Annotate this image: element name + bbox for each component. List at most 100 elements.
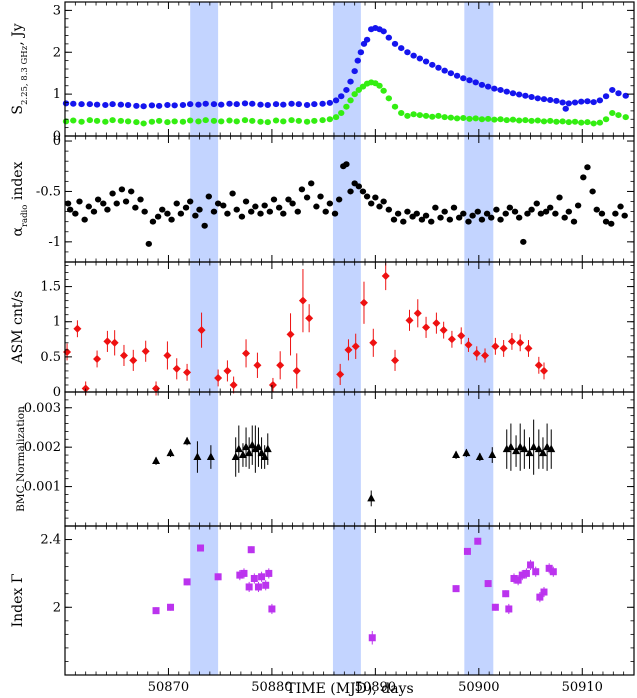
data-point xyxy=(152,456,161,464)
shaded-band-3 xyxy=(464,2,494,675)
data-point xyxy=(549,568,557,576)
data-point xyxy=(262,581,270,589)
data-point xyxy=(363,193,371,200)
data-point xyxy=(347,188,354,195)
data-point xyxy=(484,580,492,588)
data-point xyxy=(360,40,368,47)
data-point xyxy=(455,214,463,221)
data-point xyxy=(462,448,471,457)
data-point xyxy=(66,206,74,213)
data-point xyxy=(133,119,140,126)
data-point xyxy=(73,324,82,333)
data-point xyxy=(615,112,622,119)
data-point xyxy=(288,117,295,124)
series-bmc xyxy=(152,419,556,507)
data-point xyxy=(472,79,479,86)
data-point xyxy=(343,161,350,168)
x-tick-label: 50880 xyxy=(251,680,292,695)
data-point xyxy=(390,216,398,223)
data-point xyxy=(469,212,476,219)
data-point xyxy=(102,118,109,125)
data-point xyxy=(491,85,498,92)
data-point xyxy=(257,118,264,125)
data-point xyxy=(336,370,345,379)
data-point xyxy=(622,114,629,121)
data-point xyxy=(547,117,554,124)
data-point xyxy=(602,93,610,100)
data-point xyxy=(70,100,77,107)
data-point xyxy=(367,493,376,502)
data-point xyxy=(608,220,615,227)
series-2-25-ghz xyxy=(62,24,629,112)
data-point xyxy=(257,101,264,108)
data-point xyxy=(474,208,481,215)
data-point xyxy=(484,115,492,122)
data-point xyxy=(538,448,547,457)
data-point xyxy=(556,194,563,201)
data-point xyxy=(303,102,311,109)
data-point xyxy=(238,450,247,459)
data-point xyxy=(163,351,172,360)
data-point xyxy=(617,203,624,210)
data-point xyxy=(532,568,540,576)
data-point xyxy=(578,119,585,126)
data-point xyxy=(547,204,554,211)
data-point xyxy=(263,444,272,453)
data-point xyxy=(102,102,109,109)
data-point xyxy=(435,112,442,119)
y-tick-label: 1.5 xyxy=(40,280,61,295)
data-point xyxy=(168,216,175,223)
data-point xyxy=(224,210,231,217)
data-point xyxy=(499,344,508,353)
data-point xyxy=(502,444,511,453)
data-point xyxy=(351,91,358,98)
data-point xyxy=(264,102,271,109)
data-point xyxy=(344,345,353,354)
data-point xyxy=(453,115,461,122)
data-point xyxy=(404,49,411,56)
data-point xyxy=(272,101,280,108)
data-point xyxy=(542,208,550,215)
y-tick-label: 1 xyxy=(53,87,61,102)
y-axis-label: S2.25, 8.3 GHz, Jy xyxy=(10,23,30,114)
data-point xyxy=(254,583,262,591)
data-point xyxy=(540,588,548,596)
data-point xyxy=(140,120,147,127)
data-point xyxy=(435,64,442,71)
y-tick-label: 0.5 xyxy=(40,350,61,365)
data-point xyxy=(86,101,94,108)
data-point xyxy=(154,213,162,220)
data-point xyxy=(294,208,301,215)
data-point xyxy=(251,444,260,453)
data-point xyxy=(441,114,448,121)
y-label-tail: index xyxy=(10,161,26,204)
shaded-band-1 xyxy=(190,2,219,675)
data-point xyxy=(446,216,454,223)
data-point xyxy=(241,100,249,107)
data-point xyxy=(81,216,88,223)
data-point xyxy=(233,206,240,213)
data-point xyxy=(202,100,209,107)
data-point xyxy=(133,102,140,109)
data-point xyxy=(93,117,101,124)
data-point xyxy=(241,117,249,124)
shaded-time-bands xyxy=(190,2,494,675)
data-point xyxy=(515,91,523,98)
data-point xyxy=(93,101,101,108)
data-point xyxy=(173,200,180,207)
data-point xyxy=(223,366,232,375)
y-tick-label: 2 xyxy=(53,45,61,60)
data-point xyxy=(343,86,350,93)
data-point xyxy=(78,101,85,108)
data-point xyxy=(319,100,326,107)
series-asm xyxy=(63,262,548,396)
data-point xyxy=(247,546,255,554)
data-point xyxy=(280,118,287,125)
data-point xyxy=(286,330,295,339)
data-point xyxy=(589,188,596,195)
data-point xyxy=(258,573,266,581)
data-point xyxy=(311,117,318,124)
data-point xyxy=(338,109,345,116)
data-point xyxy=(159,206,166,213)
shaded-band-2 xyxy=(332,2,361,675)
